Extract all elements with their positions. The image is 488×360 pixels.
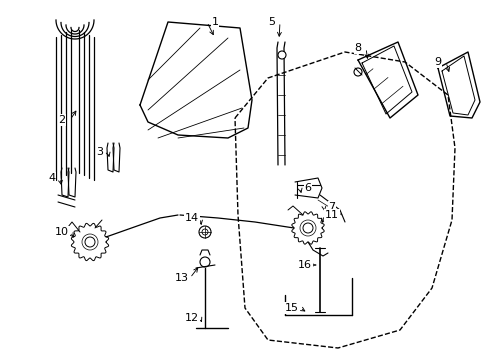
Text: 15: 15	[285, 303, 298, 313]
Circle shape	[200, 257, 209, 267]
Text: 8: 8	[354, 43, 361, 53]
Circle shape	[199, 226, 210, 238]
Text: 11: 11	[325, 210, 338, 220]
Text: 2: 2	[59, 115, 65, 125]
Text: 1: 1	[211, 17, 218, 27]
Text: 9: 9	[433, 57, 441, 67]
Circle shape	[278, 51, 285, 59]
Circle shape	[303, 223, 312, 233]
Text: 16: 16	[297, 260, 311, 270]
Text: 3: 3	[96, 147, 103, 157]
Text: 7: 7	[328, 202, 335, 212]
Text: 13: 13	[175, 273, 189, 283]
Text: 14: 14	[184, 213, 199, 223]
Circle shape	[85, 237, 95, 247]
Text: 10: 10	[55, 227, 69, 237]
Text: 12: 12	[184, 313, 199, 323]
Text: 5: 5	[268, 17, 275, 27]
Circle shape	[353, 68, 361, 76]
Text: 4: 4	[48, 173, 56, 183]
Text: 6: 6	[304, 183, 311, 193]
